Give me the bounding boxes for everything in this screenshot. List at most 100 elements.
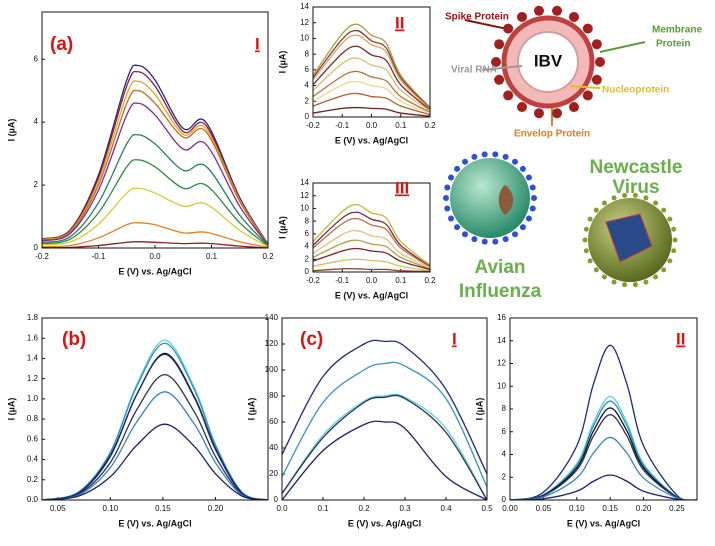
spike bbox=[622, 192, 628, 198]
spike bbox=[503, 23, 514, 34]
spike bbox=[481, 238, 488, 245]
spike bbox=[582, 23, 593, 34]
y-tick-label: 14 bbox=[300, 2, 309, 11]
y-tick-label: 1.2 bbox=[27, 374, 39, 383]
y-axis-label: I (µA) bbox=[277, 216, 287, 239]
spike bbox=[583, 248, 589, 254]
spike bbox=[587, 258, 593, 264]
x-tick-label: 0.15 bbox=[602, 504, 618, 513]
plot bbox=[313, 203, 430, 272]
spike bbox=[448, 174, 455, 181]
spike bbox=[511, 231, 518, 238]
spike bbox=[667, 216, 673, 222]
spike bbox=[529, 184, 536, 191]
spike bbox=[531, 195, 537, 201]
subplot-label: II bbox=[395, 13, 404, 32]
label-nucleoprotein: Nucleoprotein bbox=[602, 85, 669, 96]
spike bbox=[671, 248, 677, 254]
x-tick-label: 0.1 bbox=[395, 121, 407, 130]
label-spike: Spike Protein bbox=[445, 12, 509, 23]
x-tick-label: 0.25 bbox=[669, 504, 685, 513]
series-line bbox=[510, 436, 697, 500]
frame bbox=[41, 317, 269, 501]
x-axis-label: E (V) vs. Ag/AgCl bbox=[335, 135, 408, 145]
y-tick-label: 14 bbox=[497, 336, 506, 345]
y-tick-label: 80 bbox=[269, 391, 278, 400]
series-line bbox=[42, 352, 268, 500]
y-tick-label: 6 bbox=[502, 427, 507, 436]
y-tick-label: 60 bbox=[269, 417, 278, 426]
y-tick-label: 4 bbox=[305, 242, 310, 251]
spike bbox=[462, 158, 469, 165]
y-tick-label: 1.8 bbox=[27, 313, 39, 322]
y-tick-label: 0.4 bbox=[27, 455, 39, 464]
spike bbox=[517, 102, 527, 113]
y-tick-label: 120 bbox=[265, 339, 279, 348]
x-tick-label: 0.4 bbox=[440, 504, 452, 513]
spike bbox=[622, 282, 628, 288]
spike bbox=[502, 153, 509, 160]
spike bbox=[593, 207, 599, 213]
y-tick-label: 2 bbox=[34, 180, 39, 189]
y-tick-label: 6 bbox=[305, 229, 310, 238]
panel-label: (b) bbox=[62, 329, 86, 350]
x-tick-label: 0.05 bbox=[50, 504, 66, 513]
x-tick-label: 0.2 bbox=[424, 276, 436, 285]
spike bbox=[444, 184, 451, 191]
pointer bbox=[599, 41, 646, 53]
x-tick-label: 0.2 bbox=[262, 252, 274, 261]
spike bbox=[471, 153, 478, 160]
x-tick-label: 0.10 bbox=[569, 504, 585, 513]
y-tick-label: 6 bbox=[34, 54, 39, 63]
y-axis-label: I (µA) bbox=[6, 119, 16, 142]
spike bbox=[611, 279, 617, 285]
series-line bbox=[42, 89, 268, 245]
x-axis-label: E (V) vs. Ag/AgCl bbox=[348, 518, 421, 528]
series-line bbox=[313, 239, 430, 270]
series-line bbox=[42, 159, 268, 247]
spike bbox=[491, 57, 501, 67]
series-line bbox=[42, 102, 268, 246]
panel-label: (c) bbox=[300, 329, 323, 350]
y-axis-label: I (µA) bbox=[277, 51, 287, 74]
label-rna: Viral RNA bbox=[451, 65, 497, 76]
series-line bbox=[282, 420, 487, 500]
x-tick-label: 0.20 bbox=[636, 504, 652, 513]
y-tick-label: 0 bbox=[305, 267, 310, 276]
label-membrane: Protein bbox=[656, 39, 690, 50]
spike bbox=[611, 195, 617, 201]
y-tick-label: 14 bbox=[300, 178, 309, 187]
spike bbox=[462, 231, 469, 238]
series-line bbox=[282, 361, 487, 488]
y-tick-label: 20 bbox=[269, 469, 278, 478]
x-axis-label: E (V) vs. Ag/AgCl bbox=[335, 290, 408, 300]
y-tick-label: 0 bbox=[502, 495, 507, 504]
x-axis-label: E (V) vs. Ag/AgCl bbox=[567, 518, 640, 528]
series-line bbox=[313, 80, 430, 114]
spike bbox=[454, 224, 461, 231]
y-axis-label: I (µA) bbox=[6, 398, 16, 421]
series-line bbox=[313, 106, 430, 117]
spike bbox=[492, 238, 499, 245]
series-line bbox=[42, 70, 268, 245]
spike bbox=[525, 174, 532, 181]
spike bbox=[519, 224, 526, 231]
spike bbox=[517, 11, 527, 22]
avian-cutaway bbox=[498, 185, 514, 215]
series-line bbox=[42, 391, 268, 500]
spike bbox=[494, 74, 505, 85]
series-line bbox=[510, 414, 697, 500]
series-line bbox=[313, 268, 430, 272]
frame bbox=[509, 317, 698, 501]
plot bbox=[42, 64, 268, 248]
series-line bbox=[282, 394, 487, 500]
spike bbox=[552, 108, 563, 119]
series-line bbox=[42, 353, 268, 500]
series-line bbox=[313, 247, 430, 271]
spike bbox=[591, 74, 602, 85]
series-line bbox=[313, 34, 430, 110]
series-line bbox=[313, 57, 430, 112]
x-tick-label: -0.1 bbox=[92, 252, 106, 261]
spike bbox=[533, 108, 544, 119]
